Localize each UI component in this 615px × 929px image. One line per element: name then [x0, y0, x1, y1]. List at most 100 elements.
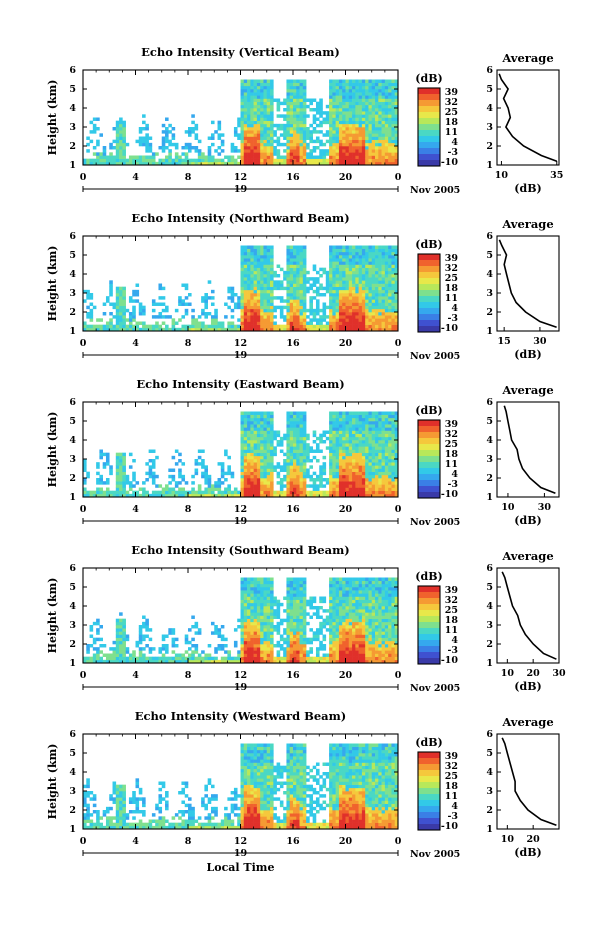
heatmap-cell	[384, 471, 389, 476]
heatmap-cell	[270, 79, 274, 83]
heatmap-cell	[256, 321, 261, 325]
heatmap-cell	[381, 261, 386, 265]
heatmap-cell	[352, 245, 356, 249]
heatmap-cell	[299, 267, 304, 272]
heatmap-cell	[247, 449, 251, 453]
heatmap-cell	[352, 421, 356, 425]
heatmap-cell	[375, 443, 379, 447]
heatmap-cell	[345, 436, 350, 441]
heatmap-cell	[355, 490, 359, 495]
heatmap-cell	[96, 161, 100, 166]
heatmap-cell	[371, 308, 376, 313]
colorbar-swatch	[418, 290, 440, 297]
heatmap-cell	[122, 152, 126, 156]
heatmap-cell	[217, 628, 222, 632]
heatmap-cell	[138, 625, 143, 629]
heatmap-cell	[253, 280, 258, 284]
heatmap-cell	[332, 123, 336, 128]
heatmap-cell	[266, 299, 271, 303]
heatmap-cell	[381, 149, 386, 153]
heatmap-cell	[270, 481, 274, 485]
heatmap-cell	[289, 443, 294, 447]
heatmap-cell	[197, 327, 202, 332]
heatmap-cell	[135, 324, 140, 329]
heatmap-cell	[315, 478, 320, 482]
heatmap-cell	[289, 468, 294, 472]
heatmap-cell	[289, 299, 294, 303]
heatmap-cell	[289, 283, 294, 287]
heatmap-cell	[293, 280, 297, 284]
heatmap-cell	[302, 255, 307, 259]
heatmap-cell	[394, 465, 399, 469]
heatmap-cell	[309, 161, 313, 166]
avg-x-tick-label: 10	[501, 502, 515, 513]
heatmap-cell	[227, 455, 231, 460]
heatmap-cell	[329, 79, 333, 83]
heatmap-cell	[299, 493, 304, 498]
heatmap-cell	[276, 440, 281, 444]
heatmap-cell	[335, 411, 340, 415]
heatmap-cells	[83, 577, 399, 664]
heatmap-cell	[247, 424, 251, 428]
colorbar-label: (dB)	[415, 72, 442, 85]
heatmap-cell	[240, 79, 245, 83]
heatmap-cell	[391, 120, 396, 125]
average-title: Average	[501, 51, 553, 65]
heatmap-cell	[361, 264, 366, 268]
x-tick-label: 0	[395, 338, 402, 349]
heatmap-cell	[240, 133, 245, 137]
heatmap-cell	[368, 315, 373, 319]
heatmap-cell	[358, 315, 363, 319]
heatmap-cell	[329, 327, 333, 332]
heatmap-cell	[135, 283, 140, 287]
heatmap-cell	[243, 440, 248, 444]
heatmap-cell	[286, 452, 291, 457]
heatmap-cell	[335, 155, 340, 159]
heatmap-cell	[283, 433, 287, 438]
heatmap-cell	[368, 462, 373, 466]
heatmap-cell	[384, 455, 389, 460]
heatmap-cell	[217, 146, 222, 150]
heatmap-cell	[358, 161, 363, 166]
heatmap-cell	[247, 251, 251, 256]
heatmap-cell	[256, 484, 261, 488]
heatmap-cell	[270, 289, 274, 294]
heatmap-cell	[394, 123, 399, 128]
heatmap-cell	[329, 248, 333, 253]
heatmap-cell	[145, 161, 149, 166]
heatmap-cell	[122, 493, 126, 498]
heatmap-cell	[378, 258, 382, 262]
heatmap-cell	[342, 305, 346, 310]
heatmap-cell	[89, 659, 94, 664]
heatmap-cell	[312, 120, 317, 125]
heatmap-cell	[89, 296, 94, 300]
heatmap-cell	[260, 95, 264, 99]
heatmap-cell	[378, 152, 382, 156]
heatmap-cell	[338, 318, 343, 322]
heatmap-cell	[289, 289, 294, 294]
heatmap-cell	[355, 267, 359, 272]
heatmap-cell	[83, 321, 87, 325]
x-tick-label: 20	[339, 504, 353, 515]
heatmap-cell	[201, 449, 205, 453]
heatmap-cell	[286, 89, 291, 93]
heatmap-cell	[86, 315, 90, 319]
heatmap-cell	[148, 459, 153, 463]
heatmap-cell	[161, 296, 166, 300]
heatmap-cell	[289, 424, 294, 428]
heatmap-cell	[335, 89, 340, 93]
heatmap-cell	[388, 318, 392, 322]
heatmap-cell	[309, 465, 313, 469]
heatmap-cell	[329, 89, 333, 93]
heatmap-cell	[388, 474, 392, 479]
heatmap-cell	[263, 433, 268, 438]
heatmap-cell	[355, 478, 359, 482]
heatmap-cell	[306, 490, 310, 495]
heatmap-cell	[352, 248, 356, 253]
heatmap-cell	[276, 324, 281, 329]
heatmap-cell	[368, 248, 373, 253]
heatmap-cell	[355, 155, 359, 159]
heatmap-cell	[365, 95, 369, 99]
heatmap-cell	[368, 318, 373, 322]
heatmap-cell	[194, 647, 199, 651]
